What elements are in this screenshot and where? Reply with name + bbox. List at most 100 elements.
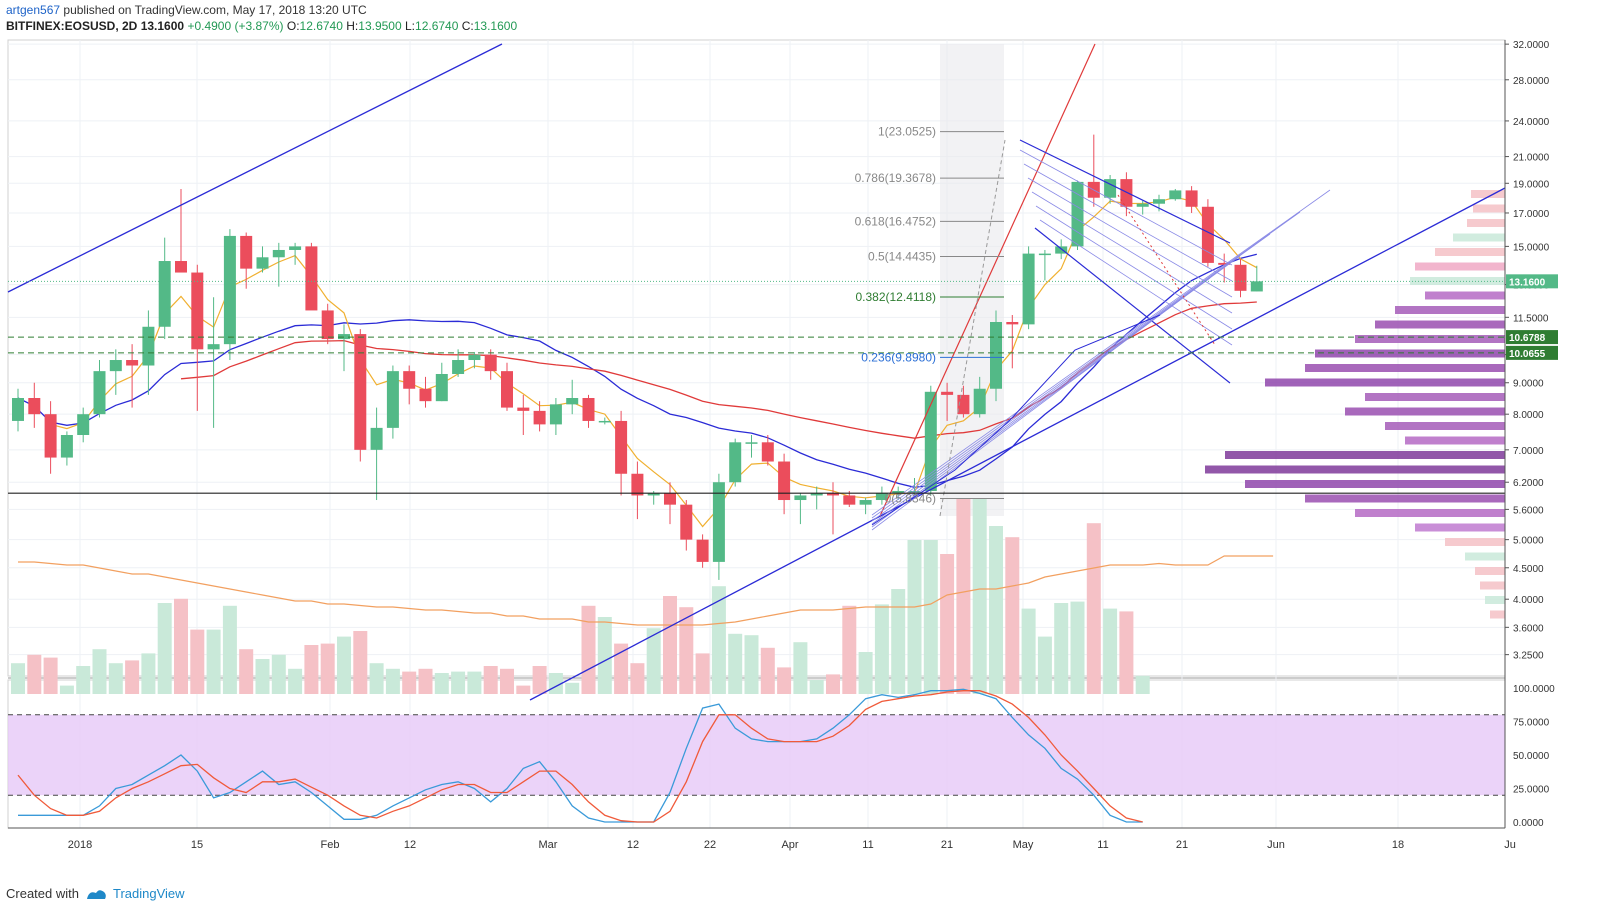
candle-body xyxy=(924,391,937,491)
pitchfork-fan-line xyxy=(1027,177,1233,298)
candle xyxy=(712,473,725,580)
candle xyxy=(1038,249,1051,281)
volume-bar xyxy=(402,671,417,694)
open-label: O: xyxy=(286,19,300,33)
candle xyxy=(338,324,350,372)
volume-bar xyxy=(1037,636,1052,694)
tradingview-logo-icon xyxy=(86,889,106,899)
time-axis: 2018 15 Feb 12 Mar 12 22 Apr 11 21 May 11 21 Jun 18 Ju xyxy=(8,827,1516,851)
publish-info: published on TradingView.com, May 17, 20… xyxy=(63,3,367,17)
candle-body xyxy=(1218,262,1231,265)
time-axis-label: 22 xyxy=(704,839,716,851)
time-axis-label: 21 xyxy=(941,839,953,851)
candle xyxy=(598,417,611,425)
stoch-axis-label: 75.0000 xyxy=(1513,718,1550,729)
candle xyxy=(729,438,742,487)
volume-profile xyxy=(1205,190,1505,619)
volume-bar xyxy=(777,667,792,694)
candle-body xyxy=(745,442,758,444)
stoch-band xyxy=(8,714,1505,796)
volume-bar xyxy=(125,660,140,694)
volume-bar xyxy=(1054,603,1069,694)
candle-body xyxy=(566,398,579,405)
candle xyxy=(191,264,204,411)
candle-body xyxy=(1153,199,1165,204)
volume-bar xyxy=(956,498,971,694)
candle-body xyxy=(778,461,791,501)
volume-bar xyxy=(858,652,873,694)
volume-profile-bar xyxy=(1480,581,1505,590)
candle xyxy=(1006,315,1019,369)
candle-body xyxy=(1038,253,1051,256)
candle-body xyxy=(1136,203,1149,207)
candle-body xyxy=(126,360,139,366)
price-tag-label: 10.6788 xyxy=(1509,333,1546,344)
candle-body xyxy=(419,388,432,402)
candle xyxy=(566,379,579,415)
candle xyxy=(305,242,318,311)
candle-body xyxy=(1250,281,1263,292)
candle-body xyxy=(1104,179,1117,198)
steep-trendline xyxy=(879,43,1096,517)
volume-profile-bar xyxy=(1490,610,1505,619)
price-tag xyxy=(1506,274,1558,289)
candle-body xyxy=(908,490,921,493)
candle-body xyxy=(990,321,1002,389)
candle xyxy=(778,453,791,515)
candle xyxy=(549,398,562,435)
candle-body xyxy=(973,388,986,415)
volume-profile-bar xyxy=(1385,422,1505,430)
volume-bar xyxy=(989,526,1003,694)
volume-profile-bar xyxy=(1405,436,1505,445)
candle xyxy=(60,431,73,466)
time-axis-label: 11 xyxy=(1097,839,1108,851)
candle-body xyxy=(484,354,497,372)
volume-profile-bar xyxy=(1453,233,1505,242)
candle-body xyxy=(1169,190,1182,200)
fib-level-label: 0.786(19.3678) xyxy=(855,171,936,185)
candle-body xyxy=(44,414,57,458)
stoch-pane xyxy=(8,688,1505,823)
price-axis-label: 9.0000 xyxy=(1513,379,1544,390)
candle xyxy=(419,376,432,408)
volume-profile-bar xyxy=(1375,320,1505,329)
volume-bar xyxy=(434,673,449,694)
volume-bar xyxy=(59,685,74,694)
author-link[interactable]: artgen567 xyxy=(6,3,61,17)
fib-level-label: 0(5.8346) xyxy=(885,491,936,505)
fib-level-label: 0.236(9.8980) xyxy=(861,350,936,364)
candle-body xyxy=(1201,206,1214,263)
candle xyxy=(223,229,236,361)
volume-bar xyxy=(597,617,612,694)
price-axis-label: 21.0000 xyxy=(1513,153,1550,164)
candle-body xyxy=(207,344,220,350)
candle xyxy=(126,344,139,408)
volume-profile-bar xyxy=(1425,291,1505,300)
price-tag xyxy=(1506,330,1558,345)
candle-body xyxy=(794,495,807,501)
time-axis-label: 2018 xyxy=(68,839,92,851)
close-label: C: xyxy=(461,19,474,33)
time-axis-label: Feb xyxy=(321,839,340,851)
candle xyxy=(1169,188,1182,201)
candle xyxy=(501,362,513,411)
volume-profile-bar xyxy=(1435,248,1505,256)
volume-bar xyxy=(842,605,857,694)
volume-bar xyxy=(369,663,384,694)
price-axis-label: 3.6000 xyxy=(1513,623,1544,634)
price-tag xyxy=(1506,345,1558,360)
candle xyxy=(1153,194,1165,212)
price-tag-label: 10.0655 xyxy=(1509,349,1546,360)
time-axis-label: 12 xyxy=(627,839,639,851)
candle xyxy=(1234,259,1247,298)
volume-bar xyxy=(891,589,906,694)
tradingview-link[interactable]: TradingView xyxy=(112,886,185,901)
candle-body xyxy=(28,398,41,415)
volume-bar xyxy=(190,629,205,694)
candle-body xyxy=(93,371,106,415)
candle-body xyxy=(1006,321,1019,325)
volume-bar xyxy=(809,680,824,694)
candle xyxy=(354,329,367,462)
candle xyxy=(615,410,628,496)
